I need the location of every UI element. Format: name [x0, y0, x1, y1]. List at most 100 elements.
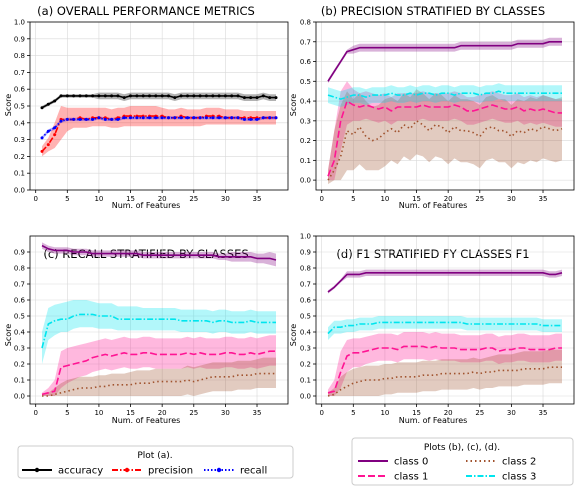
- panel-b-line-class3: [327, 90, 562, 100]
- legend-a-recall-marker: [216, 467, 222, 473]
- panel-c-band-class3: [42, 300, 276, 364]
- panel-a-point-accuracy: [129, 94, 132, 98]
- panel-c-ytick-label: 0.7: [14, 281, 25, 289]
- panel-b-ytick-label: 0.2: [300, 137, 311, 145]
- panel-b-ytick-label: 0.0: [300, 177, 311, 185]
- legend-plot-a: Plot (a). accuracy precision recall: [17, 445, 294, 479]
- panel-a-point-recall: [97, 116, 101, 120]
- panel-a-point-accuracy: [255, 96, 259, 100]
- panel-d-ytick-label: 0.4: [300, 329, 312, 337]
- panel-c-ytick-label: 0.2: [14, 361, 25, 369]
- panel-a-point-accuracy: [223, 94, 227, 98]
- panel-a-point-recall: [129, 116, 132, 120]
- panel-a-point-recall: [204, 116, 208, 120]
- panel-d-line-class3: [327, 321, 562, 335]
- panel-a-point-recall: [167, 116, 170, 120]
- panel-b-xtick-label: 25: [475, 195, 484, 203]
- panel-c-ytick-label: 0.6: [14, 297, 26, 305]
- legend-plot-a-items: accuracy precision recall: [22, 466, 267, 477]
- panel-a-point-recall: [192, 116, 196, 120]
- legend-a-accuracy-label: accuracy: [58, 466, 103, 477]
- panel-d-title: (d) F1 STRATIFIED FY CLASSES F1: [336, 247, 529, 261]
- panel-d-ytick-label: 0.1: [300, 377, 311, 385]
- panel-b-frame: [315, 21, 575, 191]
- panel-a-xtick-label: 25: [189, 195, 198, 203]
- panel-a-point-accuracy: [173, 96, 177, 100]
- panel-c-xtick-label: 25: [189, 409, 198, 417]
- panel-a-ytick-label: 0.1: [14, 170, 25, 178]
- panel-b-xtick-label: 30: [507, 195, 516, 203]
- panel-b-xtick-label: 5: [351, 195, 355, 203]
- panel-a-band-accuracy: [42, 92, 276, 110]
- panel-a-point-precision: [46, 143, 50, 147]
- legend-bcd-class2-label: class 2: [502, 457, 536, 468]
- panel-a-xtick-label: 20: [158, 195, 167, 203]
- panel-b-ytick-label: 0.5: [300, 78, 311, 86]
- panel-a-point-accuracy: [148, 94, 151, 98]
- panel-a-point-precision: [53, 133, 57, 137]
- panel-a-point-recall: [154, 116, 158, 120]
- panel-a-point-accuracy: [204, 94, 208, 98]
- panel-d-xtick-label: 35: [539, 409, 548, 417]
- panel-a-xtick-label: 30: [221, 195, 230, 203]
- legend-plot-bcd-items: class 0 class 2 class 1 class 3: [358, 457, 536, 483]
- panel-a-point-accuracy: [217, 94, 221, 98]
- panel-a-point-accuracy: [236, 94, 240, 98]
- panel-c-ytick-label: 0.8: [14, 265, 25, 273]
- panel-a-point-accuracy: [274, 96, 278, 100]
- panel-b-xtick-label: 35: [539, 195, 548, 203]
- panel-d-xtick-label: 5: [351, 409, 355, 417]
- panel-a-xtick-label: 35: [253, 195, 262, 203]
- panel-a-point-accuracy: [72, 94, 76, 98]
- panel-a-point-accuracy: [167, 94, 170, 98]
- panel-a-ytick-label: 0.4: [14, 119, 26, 127]
- panel-a-point-recall: [122, 116, 126, 120]
- panel-a-ytick-label: 0.6: [14, 86, 26, 94]
- panel-d-ytick-label: 0.9: [300, 249, 311, 257]
- panel-a-point-accuracy: [65, 94, 69, 98]
- panel-b: (b) PRECISION STRATIFIED BY CLASSES 0.0 0…: [289, 4, 575, 210]
- panel-a-point-recall: [91, 117, 95, 121]
- panel-b-ytick-label: 0.1: [300, 157, 311, 165]
- panel-b-title: (b) PRECISION STRATIFIED BY CLASSES: [321, 4, 545, 18]
- panel-d-ytick-label: 0.0: [300, 393, 311, 401]
- panel-a-point-accuracy: [198, 94, 202, 98]
- legend-bcd-class1-label: class 1: [394, 472, 428, 483]
- panel-d-ytick-label: 0.2: [300, 361, 311, 369]
- panel-c-line-class0: [41, 244, 277, 261]
- panel-a-point-accuracy: [46, 102, 50, 106]
- panel-c-ytick-label: 0.4: [14, 329, 26, 337]
- panel-a-point-accuracy: [135, 94, 139, 98]
- panel-a-point-recall: [160, 116, 164, 120]
- panel-b-ytick-label: 0.7: [300, 38, 311, 46]
- panel-a-ytick-label: 0.2: [14, 153, 25, 161]
- panel-a-point-accuracy: [103, 94, 107, 98]
- panel-d-xtick-label: 30: [507, 409, 516, 417]
- panel-a-point-accuracy: [160, 94, 164, 98]
- panel-c-ytick-label: 0.9: [14, 249, 25, 257]
- panel-b-band-class2: [328, 89, 562, 185]
- panel-b-band-class1: [328, 81, 562, 181]
- panel-a-ytick-label: 0.8: [14, 52, 25, 60]
- panel-a-point-accuracy: [186, 94, 189, 98]
- panel-b-band-class0: [328, 37, 562, 84]
- panel-d-ytick-label: 0.7: [300, 281, 311, 289]
- panel-c-xtick-label: 0: [33, 409, 37, 417]
- panel-a-ytick-label: 0.5: [14, 103, 25, 111]
- panel-a-point-accuracy: [242, 96, 246, 100]
- panel-b-ytick-label: 0.6: [300, 58, 312, 66]
- legend-plot-bcd-title: Plots (b), (c), (d).: [424, 443, 500, 453]
- panel-a-point-accuracy: [179, 94, 183, 98]
- legend-a-recall-label: recall: [240, 466, 267, 477]
- legend-a-precision-label: precision: [148, 466, 193, 477]
- panel-b-ylabel: Score: [289, 94, 298, 116]
- panel-d-xtick-label: 0: [319, 409, 323, 417]
- panel-b-plot: 0.0 0.1 0.2 0.3 0.4 0.5 0.6 0.7 0.8 0 5 10 15 20 25 30 3…: [300, 19, 575, 203]
- panel-a-point-accuracy: [154, 94, 158, 98]
- panel-b-xlabel: Num. of Features: [399, 201, 468, 210]
- legend-plot-a-title: Plot (a).: [137, 451, 172, 461]
- panel-a-point-recall: [65, 117, 69, 121]
- panel-a-point-recall: [59, 119, 63, 123]
- panel-a-point-recall: [255, 117, 259, 121]
